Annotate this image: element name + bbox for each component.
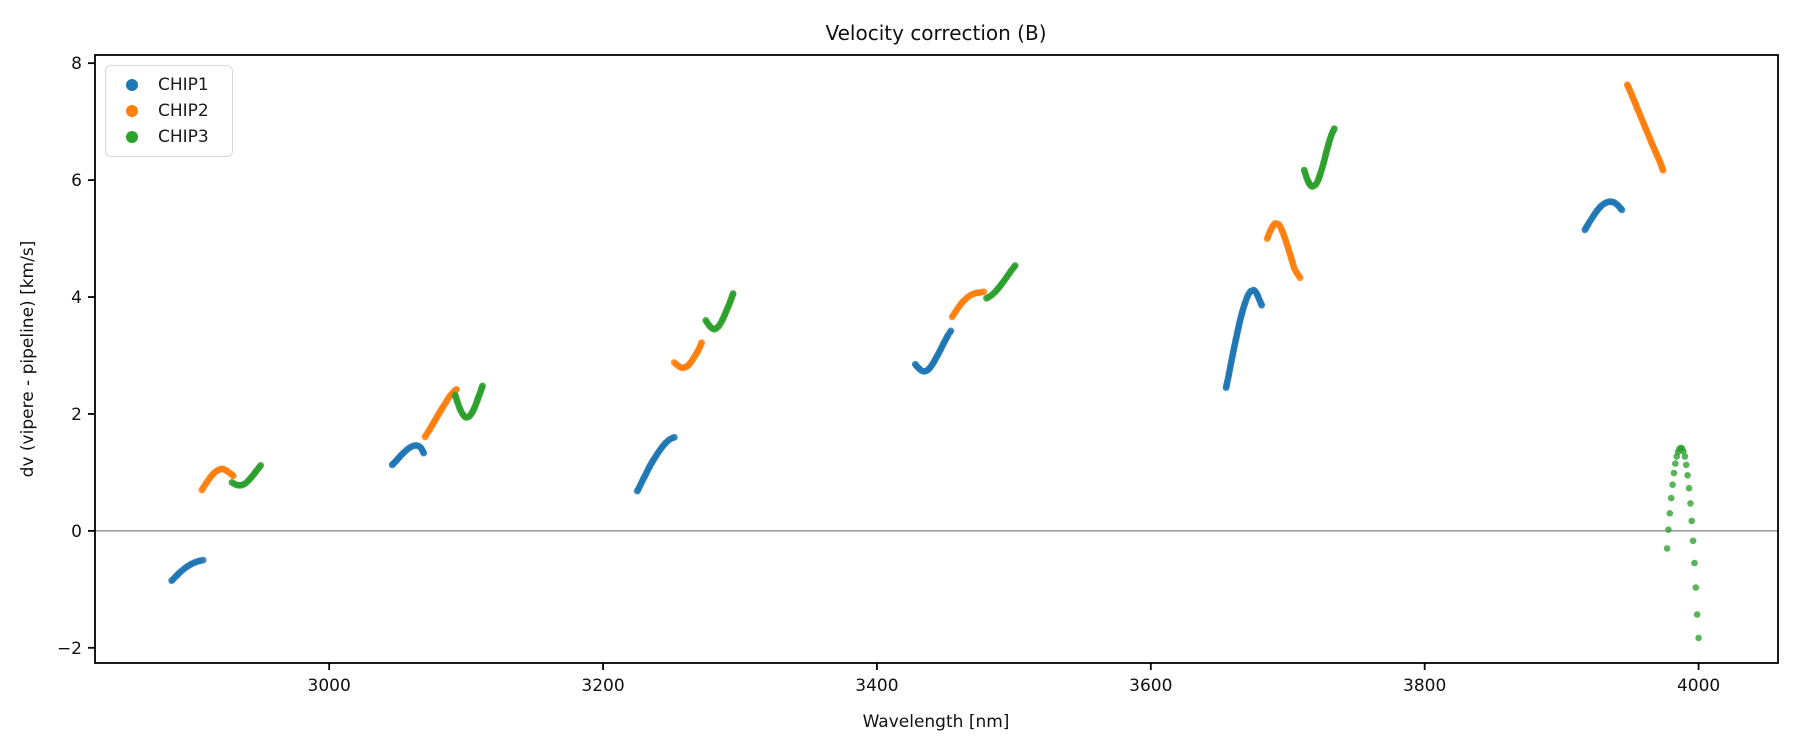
series-CHIP3-points bbox=[228, 125, 1702, 642]
chip3-marker-icon bbox=[126, 131, 138, 143]
svg-text:3800: 3800 bbox=[1403, 676, 1446, 696]
chip1-marker-icon bbox=[126, 79, 138, 91]
svg-text:4000: 4000 bbox=[1677, 676, 1720, 696]
svg-text:−2: −2 bbox=[57, 639, 82, 659]
chart-title: Velocity correction (B) bbox=[825, 21, 1047, 45]
svg-text:6: 6 bbox=[71, 171, 82, 191]
svg-text:3600: 3600 bbox=[1129, 676, 1172, 696]
svg-text:8: 8 bbox=[71, 54, 82, 74]
legend-label-chip1: CHIP1 bbox=[158, 74, 209, 95]
legend-item-chip3: CHIP3 bbox=[126, 126, 232, 147]
svg-text:3400: 3400 bbox=[855, 676, 898, 696]
svg-text:3000: 3000 bbox=[308, 676, 351, 696]
svg-text:3200: 3200 bbox=[581, 676, 624, 696]
svg-text:0: 0 bbox=[71, 522, 82, 542]
series-CHIP2-points bbox=[198, 81, 1667, 494]
legend: CHIP1 CHIP2 CHIP3 bbox=[105, 65, 233, 157]
series-CHIP1-points bbox=[168, 198, 1626, 584]
axes-frame bbox=[94, 54, 1779, 664]
axis-ticks: 3000 3200 3400 3600 3800 4000 −2 0 2 4 6 8 bbox=[57, 54, 1720, 696]
x-axis-label: Wavelength [nm] bbox=[862, 712, 1010, 732]
legend-label-chip2: CHIP2 bbox=[158, 100, 209, 121]
y-axis-label: dv (vipere - pipeline) [km/s] bbox=[18, 240, 38, 478]
legend-label-chip3: CHIP3 bbox=[158, 126, 209, 147]
chip2-marker-icon bbox=[126, 105, 138, 117]
legend-item-chip2: CHIP2 bbox=[126, 100, 232, 121]
svg-text:4: 4 bbox=[71, 288, 82, 308]
svg-text:2: 2 bbox=[71, 405, 82, 425]
legend-item-chip1: CHIP1 bbox=[126, 74, 232, 95]
